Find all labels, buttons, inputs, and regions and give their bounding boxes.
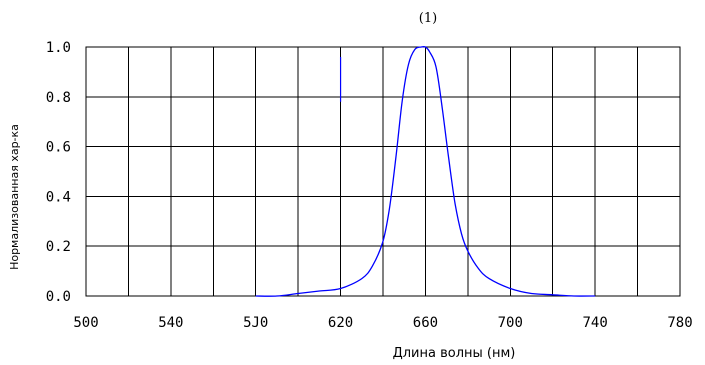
y-tick-label: 1.0 xyxy=(46,40,71,56)
y-tick-label: 0.2 xyxy=(46,239,71,255)
x-tick-label: 700 xyxy=(498,315,523,331)
series-line xyxy=(255,45,596,297)
y-axis-label: Нормализованная хар-ка xyxy=(8,124,21,270)
x-tick-label: 660 xyxy=(413,315,438,331)
y-tick-label: 0.8 xyxy=(46,90,71,106)
y-tick-label: 0.6 xyxy=(46,140,71,156)
x-tick-label: 740 xyxy=(582,315,607,331)
grid xyxy=(85,46,681,297)
plot-area xyxy=(255,45,596,297)
plot-frame xyxy=(85,46,681,297)
x-tick-label: 620 xyxy=(328,315,353,331)
x-tick-label: 500 xyxy=(73,315,98,331)
chart-title: (1) xyxy=(419,11,437,26)
y-tick-label: 0.0 xyxy=(46,289,71,305)
x-tick-label: 540 xyxy=(158,315,183,331)
x-axis-ticks: 500 540 5J0 620 660 700 740 780 xyxy=(73,315,692,331)
y-tick-label: 0.4 xyxy=(46,189,71,205)
x-tick-label: 780 xyxy=(667,315,692,331)
x-tick-label: 5J0 xyxy=(243,315,268,331)
x-axis-label: Длина волны (нм) xyxy=(393,346,516,361)
y-axis-ticks: 0.0 0.2 0.4 0.6 0.8 1.0 xyxy=(46,40,71,305)
